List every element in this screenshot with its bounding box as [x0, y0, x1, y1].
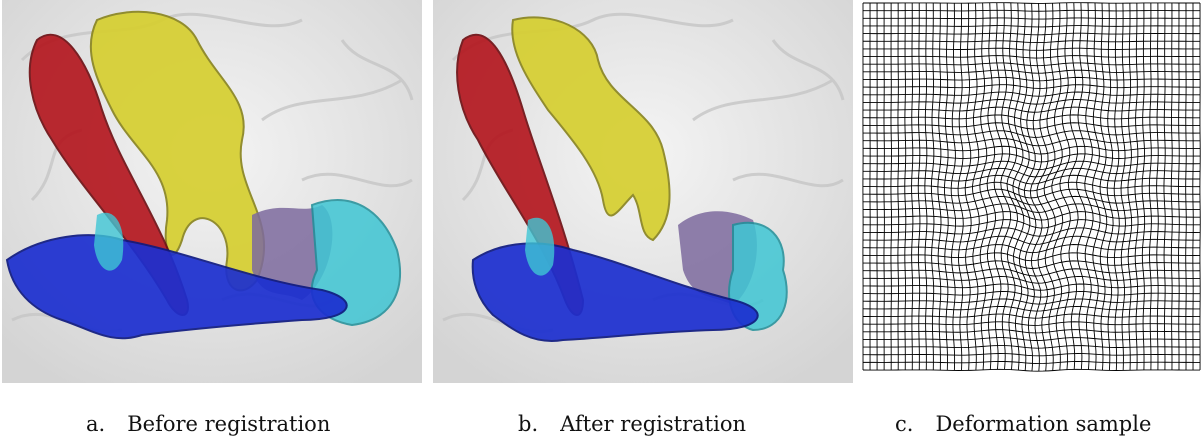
grid-line-horizontal [862, 40, 1200, 44]
grid-line-vertical [1106, 3, 1114, 371]
grid-line-horizontal [862, 130, 1201, 138]
grid-line-horizontal [863, 227, 1201, 237]
grid-line-horizontal [862, 252, 1200, 262]
grid-line-horizontal [863, 211, 1201, 221]
grid-line-horizontal [863, 275, 1201, 284]
grid-line-vertical [943, 3, 949, 371]
caption-letter: a. [86, 412, 106, 436]
grid-line-horizontal [863, 69, 1201, 74]
grid-line-vertical [1029, 3, 1043, 372]
tract-purple [252, 205, 333, 300]
grid-line-vertical [924, 2, 928, 370]
grid-line-horizontal [862, 195, 1201, 206]
grid-line-horizontal [863, 9, 1201, 12]
grid-line-vertical [1163, 2, 1166, 370]
caption-text: Before registration [127, 412, 331, 436]
grid-line-horizontal [862, 188, 1200, 199]
tract-yellow [89, 10, 266, 292]
grid-line-vertical [950, 3, 957, 371]
grid-line-horizontal [863, 145, 1201, 155]
grid-line-horizontal [863, 283, 1201, 291]
grid-line-horizontal [862, 321, 1200, 326]
grid-line-horizontal [862, 122, 1200, 130]
grid-line-horizontal [863, 345, 1201, 349]
grid-line-horizontal [862, 2, 1201, 4]
grid-line-horizontal [863, 17, 1201, 20]
grid-line-horizontal [863, 368, 1201, 372]
grid-line-vertical [1148, 2, 1152, 370]
grid-line-horizontal [863, 138, 1201, 147]
grid-line-horizontal [863, 298, 1201, 305]
grid-line-vertical [957, 3, 964, 371]
grid-line-horizontal [862, 99, 1201, 105]
after-registration-image [433, 0, 853, 383]
grid-line-horizontal [862, 305, 1201, 312]
grid-line-horizontal [862, 244, 1200, 254]
tract-cyan-left [94, 212, 124, 271]
tract-yellow [511, 16, 671, 242]
grid-line-horizontal [862, 62, 1201, 67]
grid-line-vertical [1023, 3, 1037, 372]
grid-line-horizontal [862, 181, 1200, 192]
grid-line-vertical [1120, 3, 1126, 371]
grid-line-horizontal [862, 260, 1200, 269]
grid-line-horizontal [862, 329, 1200, 334]
grid-line-horizontal [862, 235, 1201, 245]
grid-line-horizontal [863, 25, 1201, 28]
grid-line-horizontal [862, 114, 1200, 122]
grid-line-horizontal [863, 290, 1201, 298]
grid-line-horizontal [862, 106, 1200, 113]
grid-line-vertical [1156, 2, 1159, 370]
grid-line-horizontal [863, 361, 1201, 364]
grid-line-horizontal [862, 167, 1201, 178]
caption-letter: c. [895, 412, 914, 436]
before-registration-image [2, 0, 422, 383]
grid-line-horizontal [862, 32, 1201, 36]
grid-line-vertical [911, 2, 914, 370]
caption-text: Deformation sample [935, 412, 1152, 436]
caption-before-registration: a. Before registration [86, 412, 330, 436]
grid-line-horizontal [862, 47, 1200, 51]
caption-after-registration: b. After registration [518, 412, 746, 436]
deformation-grid-image [862, 0, 1201, 372]
caption-text: After registration [560, 412, 746, 436]
grid-line-horizontal [863, 76, 1201, 82]
grid-line-horizontal [863, 84, 1201, 89]
grid-line-horizontal [862, 337, 1201, 341]
tract-cyan-left [525, 217, 555, 276]
grid-line-horizontal [862, 55, 1200, 59]
grid-line-horizontal [863, 153, 1201, 163]
grid-line-vertical [917, 2, 921, 370]
grid-line-horizontal [862, 174, 1200, 185]
grid-line-vertical [1018, 3, 1031, 371]
grid-line-vertical [1113, 3, 1120, 371]
grid-line-horizontal [862, 268, 1201, 277]
grid-line-horizontal [863, 160, 1201, 171]
caption-deformation-sample: c. Deformation sample [895, 412, 1151, 436]
grid-line-horizontal [863, 203, 1201, 213]
caption-letter: b. [518, 412, 539, 436]
grid-line-vertical [1043, 3, 1056, 371]
grid-line-horizontal [862, 313, 1200, 319]
grid-line-horizontal [863, 353, 1201, 357]
grid-line-horizontal [863, 219, 1201, 229]
grid-line-horizontal [863, 91, 1201, 97]
